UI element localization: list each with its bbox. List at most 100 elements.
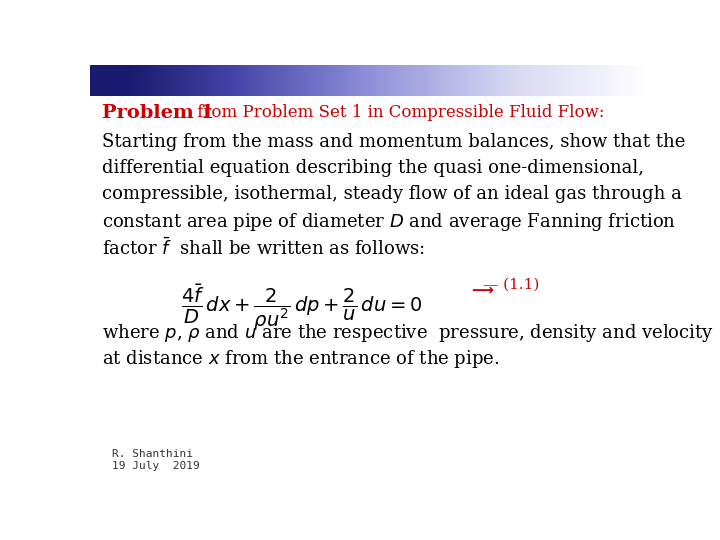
Bar <box>516 65 518 96</box>
Bar <box>642 65 645 96</box>
Bar <box>526 65 528 96</box>
Bar <box>307 65 310 96</box>
Bar <box>607 65 610 96</box>
Bar <box>172 65 174 96</box>
Bar <box>518 65 521 96</box>
Bar <box>521 65 524 96</box>
Bar <box>514 65 516 96</box>
Bar <box>181 65 184 96</box>
Bar <box>566 65 569 96</box>
Bar <box>287 65 289 96</box>
Bar <box>488 65 490 96</box>
Bar <box>311 65 314 96</box>
Bar <box>553 65 556 96</box>
Bar <box>501 65 503 96</box>
Bar <box>562 65 565 96</box>
Bar <box>332 65 334 96</box>
Text: — (1.1): — (1.1) <box>483 278 540 292</box>
Bar <box>261 65 264 96</box>
Bar <box>413 65 416 96</box>
Bar <box>116 65 119 96</box>
Bar <box>611 65 613 96</box>
Bar <box>503 65 505 96</box>
Bar <box>529 65 531 96</box>
Bar <box>616 65 618 96</box>
Bar <box>425 65 427 96</box>
Text: compressible, isothermal, steady flow of an ideal gas through a: compressible, isothermal, steady flow of… <box>102 185 682 203</box>
Bar <box>536 65 539 96</box>
Bar <box>233 65 235 96</box>
Bar <box>495 65 498 96</box>
Bar <box>603 65 606 96</box>
Bar <box>97 65 100 96</box>
Bar <box>125 65 127 96</box>
Bar <box>462 65 464 96</box>
Bar <box>588 65 591 96</box>
Bar <box>498 65 500 96</box>
Bar <box>313 65 315 96</box>
Bar <box>482 65 485 96</box>
Bar <box>628 65 630 96</box>
Text: from Problem Set 1 in Compressible Fluid Flow:: from Problem Set 1 in Compressible Fluid… <box>192 104 605 122</box>
Bar <box>231 65 234 96</box>
Bar <box>552 65 554 96</box>
Bar <box>224 65 226 96</box>
Bar <box>163 65 165 96</box>
Bar <box>639 65 641 96</box>
Bar <box>408 65 410 96</box>
Bar <box>464 65 467 96</box>
Bar <box>124 65 126 96</box>
Bar <box>438 65 440 96</box>
Bar <box>393 65 395 96</box>
Bar <box>392 65 394 96</box>
Bar <box>387 65 390 96</box>
Bar <box>99 63 114 79</box>
Bar <box>204 65 206 96</box>
Bar <box>339 65 342 96</box>
Bar <box>507 65 509 96</box>
Bar <box>600 65 602 96</box>
Bar <box>140 65 143 96</box>
Bar <box>145 65 148 96</box>
Bar <box>459 65 461 96</box>
Bar <box>347 65 349 96</box>
Bar <box>469 65 472 96</box>
Bar <box>410 65 413 96</box>
Bar <box>598 65 600 96</box>
Bar <box>475 65 477 96</box>
Bar <box>107 65 109 96</box>
Bar <box>384 65 387 96</box>
Bar <box>445 65 448 96</box>
Bar <box>373 65 375 96</box>
Bar <box>209 65 212 96</box>
Bar <box>285 65 288 96</box>
Bar <box>405 65 407 96</box>
Bar <box>428 65 431 96</box>
Bar <box>472 65 474 96</box>
Bar <box>196 65 199 96</box>
Bar <box>155 65 158 96</box>
Bar <box>572 65 574 96</box>
Bar <box>199 65 202 96</box>
Bar <box>494 65 496 96</box>
Bar <box>390 65 392 96</box>
Bar <box>454 65 457 96</box>
Bar <box>364 65 366 96</box>
Bar <box>315 65 318 96</box>
Bar <box>352 65 355 96</box>
Bar <box>137 65 139 96</box>
Bar <box>90 65 92 96</box>
Bar <box>380 65 382 96</box>
Bar <box>539 65 541 96</box>
Text: $\dfrac{4\bar{f}}{D}\,dx + \dfrac{2}{\rho u^2}\,dp + \dfrac{2}{u}\,du = 0$: $\dfrac{4\bar{f}}{D}\,dx + \dfrac{2}{\rh… <box>181 282 423 333</box>
Bar <box>557 65 559 96</box>
Bar <box>378 65 381 96</box>
Bar <box>218 65 221 96</box>
Bar <box>259 65 261 96</box>
Bar <box>626 65 628 96</box>
Bar <box>284 65 286 96</box>
Bar <box>110 65 113 96</box>
Bar <box>456 65 459 96</box>
Bar <box>243 65 245 96</box>
Bar <box>549 65 552 96</box>
